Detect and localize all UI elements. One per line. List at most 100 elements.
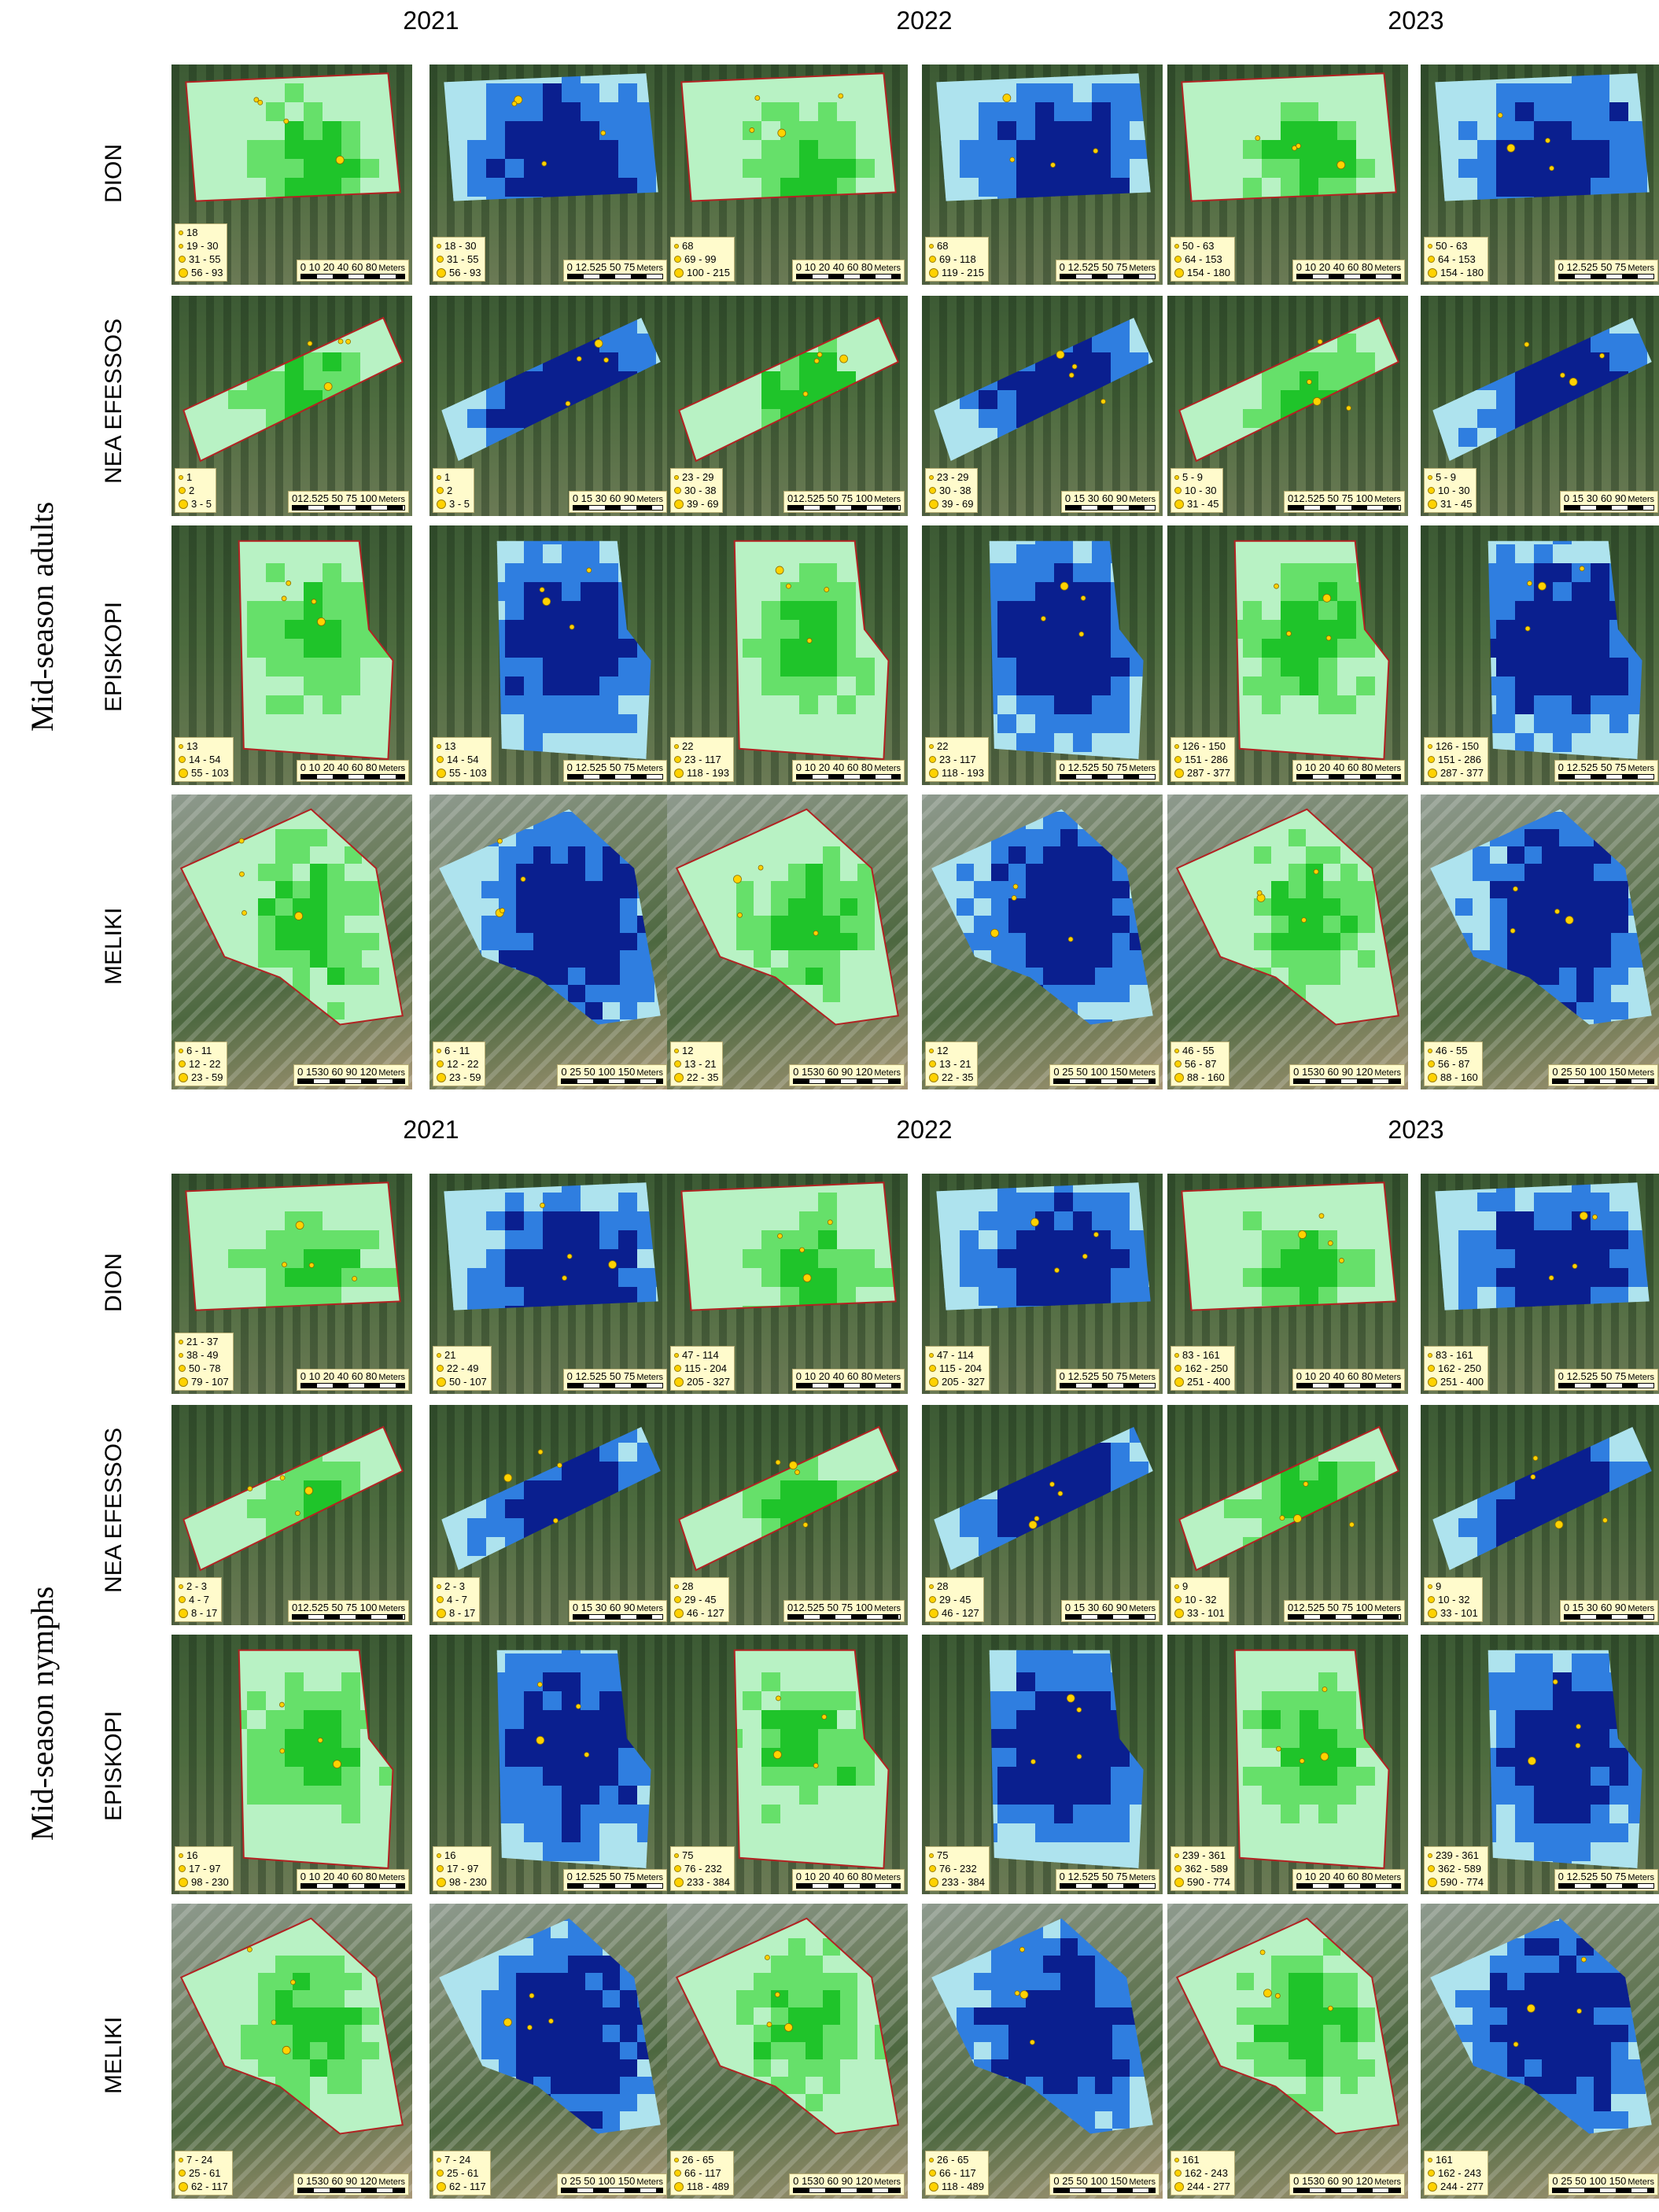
legend-entry: 362 - 589 — [1174, 1862, 1230, 1875]
point-symbol-icon — [437, 743, 441, 749]
scale-bar-tick-labels: 0 10 20 40 60 80 — [300, 1370, 378, 1382]
point-symbol-icon — [437, 256, 444, 263]
legend-entry-label: 83 - 161 — [1436, 1349, 1473, 1361]
sample-point — [1506, 143, 1516, 153]
legend-entry-label: 287 - 377 — [1440, 767, 1484, 779]
legend-entry-label: 29 - 45 — [684, 1594, 717, 1606]
sample-point — [784, 2022, 793, 2032]
legend-entry-label: 83 - 161 — [1182, 1349, 1220, 1361]
scale-bar-ticks: 0 25 50 100 150 Meters — [1053, 1066, 1156, 1078]
legend-entry-label: 28 — [937, 1580, 949, 1592]
point-symbol-icon — [1428, 1060, 1435, 1067]
legend-entry: 31 - 45 — [1174, 497, 1218, 511]
legend-entry: 6 - 11 — [179, 1044, 223, 1057]
legend-entry-label: 55 - 103 — [191, 767, 229, 779]
legend-entry: 9 — [1174, 1580, 1225, 1593]
scale-bar: 0 12.525 50 75 Meters — [1554, 760, 1658, 782]
point-symbol-icon — [1174, 499, 1184, 509]
density-map-panel: 26 - 65 66 - 117 118 - 489 0 1530 60 90 120… — [667, 1904, 908, 2199]
legend-entry: 79 - 107 — [179, 1375, 229, 1388]
point-legend: 46 - 55 56 - 87 88 - 160 — [1424, 1041, 1483, 1086]
legend-entry-label: 5 - 9 — [1182, 471, 1204, 483]
sample-point — [257, 99, 264, 105]
sample-point — [1528, 1757, 1536, 1765]
legend-entry: 33 - 101 — [1428, 1606, 1478, 1620]
sample-point — [1527, 581, 1532, 586]
legend-entry: 162 - 243 — [1174, 2166, 1230, 2180]
point-legend: 23 - 29 30 - 38 39 - 69 — [670, 468, 724, 513]
scale-bar-unit: Meters — [1628, 1873, 1654, 1882]
point-symbol-icon — [437, 1377, 446, 1387]
density-map-panel: 50 - 63 64 - 153 154 - 180 0 10 20 40 60 80… — [1167, 65, 1408, 285]
point-symbol-icon — [1174, 1377, 1184, 1387]
point-symbol-icon — [1428, 256, 1435, 263]
kriging-map-panel: 18 - 30 31 - 55 56 - 93 0 12.525 50 75 Meter… — [429, 65, 670, 285]
point-symbol-icon — [179, 1596, 186, 1603]
legend-entry: 50 - 63 — [1428, 239, 1484, 253]
scale-bar: 0 10 20 40 60 80 Meters — [791, 1869, 905, 1891]
point-legend: 23 - 29 30 - 38 39 - 69 — [925, 468, 979, 513]
raster-cells — [444, 1182, 658, 1311]
legend-entry-label: 9 — [1436, 1580, 1442, 1592]
legend-entry-label: 75 — [937, 1849, 949, 1861]
legend-entry: 162 - 250 — [1174, 1362, 1230, 1375]
legend-entry-label: 251 - 400 — [1440, 1376, 1484, 1388]
scale-bar-graphic — [795, 1883, 901, 1889]
legend-entry-label: 1 — [186, 471, 193, 483]
sample-point — [1011, 895, 1017, 901]
point-symbol-icon — [1428, 499, 1437, 509]
sample-point — [1082, 1253, 1088, 1259]
scale-bar-unit: Meters — [1374, 1604, 1401, 1613]
sample-point — [802, 1274, 812, 1283]
scale-bar-graphic — [1552, 2188, 1654, 2193]
scale-bar-tick-labels: 0 25 50 100 150 — [1552, 1066, 1627, 1078]
legend-entry-label: 590 - 774 — [1440, 1876, 1484, 1888]
sample-point — [737, 912, 743, 918]
point-symbol-icon — [674, 756, 681, 763]
scale-bar-unit: Meters — [378, 2177, 405, 2187]
sample-point — [1513, 886, 1518, 892]
scale-bar: 0 15 30 60 90 Meters — [568, 491, 667, 513]
scale-bar-graphic — [1296, 1883, 1401, 1889]
legend-entry-label: 1 — [444, 471, 451, 483]
scale-bar-ticks: 0 1530 60 90 120 Meters — [297, 1066, 405, 1078]
point-legend: 5 - 9 10 - 30 31 - 45 — [1424, 468, 1477, 513]
legend-entry: 76 - 232 — [674, 1862, 730, 1875]
scale-bar-graphic — [795, 1383, 901, 1388]
scale-bar-tick-labels: 0 10 20 40 60 80 — [300, 1871, 378, 1882]
sample-point — [1067, 936, 1074, 942]
scale-bar-ticks: 0 10 20 40 60 80 Meters — [1296, 761, 1401, 773]
point-symbol-icon — [1428, 1877, 1437, 1887]
sample-point — [1322, 593, 1332, 603]
scale-bar-unit: Meters — [636, 1068, 663, 1078]
point-symbol-icon — [929, 2157, 934, 2162]
sample-point — [520, 876, 526, 883]
sample-point — [1307, 379, 1312, 385]
point-legend: 6 - 11 12 - 22 23 - 59 — [433, 1041, 486, 1086]
scale-bar-tick-labels: 0 12.525 50 75 — [566, 1370, 636, 1382]
scale-bar-unit: Meters — [1628, 495, 1654, 504]
sample-point — [1325, 635, 1332, 641]
legend-entry: 14 - 54 — [179, 753, 229, 766]
point-symbol-icon — [437, 267, 446, 278]
sample-point — [1336, 160, 1346, 170]
legend-entry: 10 - 30 — [1174, 484, 1218, 497]
legend-entry-label: 100 - 215 — [687, 267, 730, 278]
field-boundary — [675, 808, 899, 1026]
legend-entry-label: 50 - 78 — [189, 1362, 221, 1374]
scale-bar-unit: Meters — [874, 1068, 901, 1078]
scale-bar-graphic — [1558, 774, 1654, 780]
legend-entry-label: 118 - 193 — [687, 767, 729, 779]
scale-bar: 0 10 20 40 60 80 Meters — [1292, 260, 1405, 282]
legend-entry: 26 - 65 — [929, 2153, 984, 2166]
sample-point — [1339, 1258, 1344, 1263]
scale-bar: 0 10 20 40 60 80 Meters — [296, 1369, 409, 1391]
scale-bar-tick-labels: 0 10 20 40 60 80 — [1296, 1370, 1373, 1382]
point-symbol-icon — [437, 1365, 444, 1372]
legend-entry-label: 46 - 55 — [1182, 1045, 1215, 1056]
point-symbol-icon — [1174, 487, 1182, 494]
scale-bar: 0 10 20 40 60 80 Meters — [296, 760, 409, 782]
legend-entry-label: 69 - 99 — [684, 253, 717, 265]
kriging-map-panel: 22 23 - 117 118 - 193 0 12.525 50 75 Meters — [922, 525, 1163, 785]
